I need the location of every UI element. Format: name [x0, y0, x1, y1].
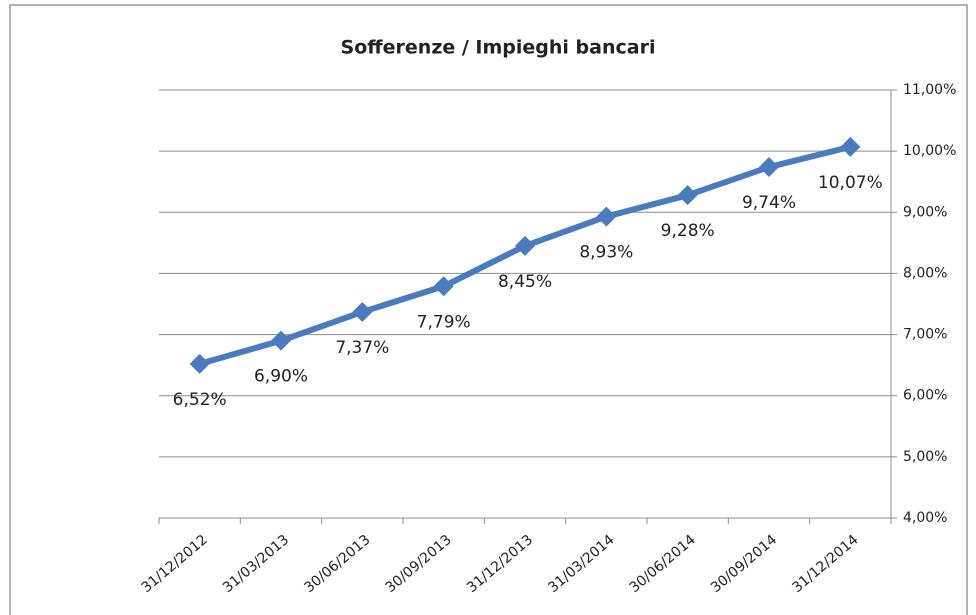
chart-frame [9, 4, 968, 615]
data-label: 9,28% [661, 221, 715, 241]
data-point [271, 330, 291, 351]
y-tick-label: 8,00% [903, 265, 947, 281]
data-point [596, 206, 617, 227]
data-label: 8,93% [579, 243, 633, 263]
data-point [759, 157, 779, 178]
chart-title: Sofferenze / Impieghi bancari [341, 37, 656, 59]
data-point [677, 185, 698, 206]
y-tick-label: 9,00% [903, 204, 947, 220]
data-point [433, 276, 454, 297]
data-label: 6,52% [173, 390, 227, 410]
data-point [352, 301, 373, 322]
data-label: 7,37% [335, 338, 389, 358]
y-tick-label: 7,00% [903, 327, 947, 343]
y-tick-label: 11,00% [903, 82, 956, 98]
data-point [840, 136, 861, 157]
data-point [189, 353, 210, 374]
y-tick-label: 6,00% [903, 388, 947, 404]
y-tick-label: 10,00% [903, 143, 956, 159]
y-tick-label: 5,00% [903, 449, 947, 465]
data-label: 7,79% [417, 312, 471, 332]
data-label: 10,07% [818, 173, 883, 193]
y-tick-label: 4,00% [903, 510, 947, 526]
data-point [515, 235, 535, 256]
data-label: 8,45% [498, 272, 552, 292]
data-label: 6,90% [254, 367, 308, 387]
data-label: 9,74% [742, 193, 796, 213]
